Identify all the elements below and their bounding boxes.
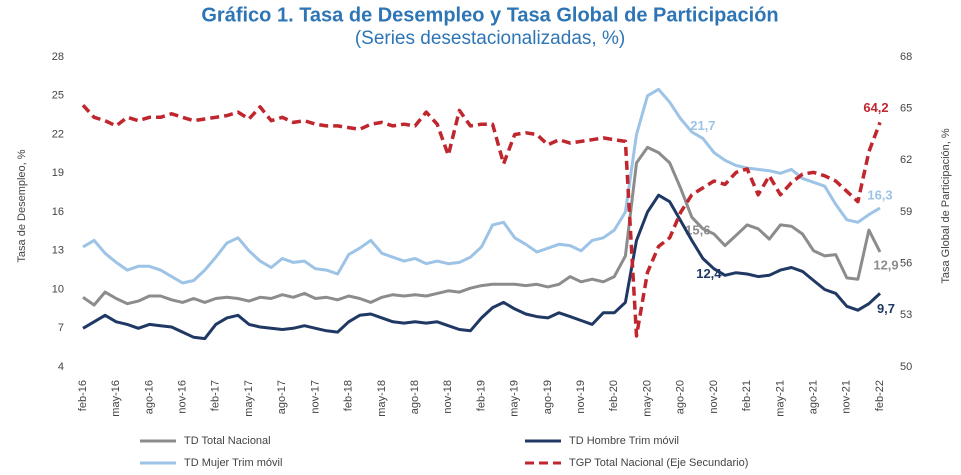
x-tick-label: nov-17 (309, 380, 321, 414)
y2-tick-label: 68 (900, 51, 912, 63)
y-tick-label: 10 (52, 283, 64, 295)
data-label: 64,2 (863, 100, 888, 115)
x-tick-label: nov-20 (708, 380, 720, 414)
x-tick-label: feb-21 (741, 380, 753, 411)
x-tick-label: nov-18 (442, 380, 454, 414)
y-tick-label: 16 (52, 206, 64, 218)
x-tick-label: feb-17 (210, 380, 222, 411)
data-label: 12,4 (696, 266, 722, 281)
y-tick-label: 19 (52, 167, 64, 179)
x-tick-label: may-18 (376, 380, 388, 417)
data-label: 9,7 (877, 301, 895, 316)
y-tick-label: 13 (52, 245, 64, 257)
y2-tick-label: 56 (900, 258, 912, 270)
series-line (81, 104, 882, 338)
data-label: 16,3 (867, 188, 892, 203)
x-tick-label: may-21 (774, 380, 786, 417)
x-tick-label: nov-16 (177, 380, 189, 414)
x-tick-label: may-16 (110, 380, 122, 417)
x-tick-label: nov-19 (575, 380, 587, 414)
x-tick-label: feb-22 (874, 380, 886, 411)
x-tick-label: feb-19 (475, 380, 487, 411)
legend-label: TD Hombre Trim móvil (569, 435, 679, 447)
series-line (82, 145, 882, 307)
legend-label: TD Total Nacional (184, 435, 271, 447)
y2-tick-label: 59 (900, 206, 912, 218)
x-tick-label: may-20 (641, 380, 653, 417)
y2-tick-label: 53 (900, 309, 912, 321)
x-tick-label: ago-16 (143, 380, 155, 414)
y-tick-label: 7 (58, 322, 64, 334)
y-tick-label: 22 (52, 128, 64, 140)
y-axis-title: Tasa de Desempleo, % (16, 149, 28, 262)
x-tick-label: ago-18 (409, 380, 421, 414)
x-tick-label: may-17 (243, 380, 255, 417)
legend-label: TD Mujer Trim móvil (184, 457, 282, 469)
y2-tick-label: 50 (900, 361, 912, 373)
x-tick-label: feb-16 (77, 380, 89, 411)
x-tick-label: feb-20 (608, 380, 620, 411)
chart-title: Gráfico 1. Tasa de Desempleo y Tasa Glob… (201, 4, 778, 26)
data-label: 12,9 (873, 257, 898, 272)
y2-tick-label: 65 (900, 103, 912, 115)
data-label: 15,6 (685, 223, 710, 238)
x-tick-label: nov-21 (841, 380, 853, 414)
series-line (82, 193, 882, 341)
x-tick-label: may-19 (509, 380, 521, 417)
chart-subtitle: (Series desestacionalizadas, %) (355, 28, 625, 49)
legend-label: TGP Total Nacional (Eje Secundario) (569, 457, 748, 469)
x-tick-label: ago-19 (542, 380, 554, 414)
x-tick-label: ago-20 (675, 380, 687, 414)
x-tick-label: ago-17 (276, 380, 288, 414)
data-label: 21,7 (690, 118, 715, 133)
y-tick-label: 28 (52, 51, 64, 63)
y-tick-label: 4 (58, 361, 64, 373)
y-tick-label: 25 (52, 90, 64, 102)
y2-tick-label: 62 (900, 154, 912, 166)
x-tick-label: feb-18 (343, 380, 355, 411)
x-tick-label: ago-21 (807, 380, 819, 414)
y2-axis-title: Tasa Global de Participación, % (940, 128, 952, 284)
